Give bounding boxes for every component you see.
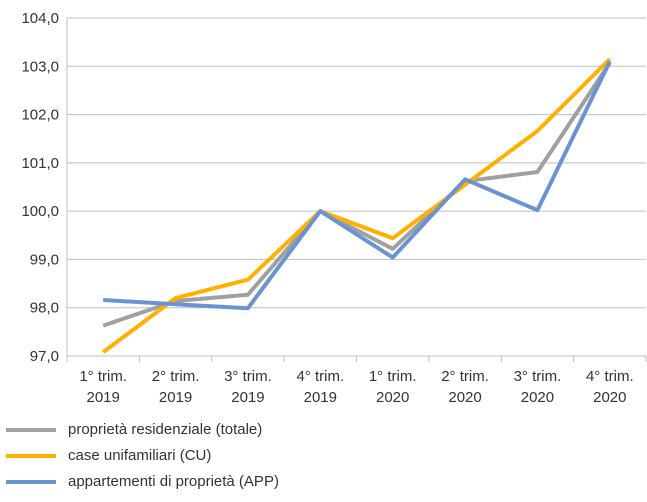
x-tick-label: 1° trim. 2019	[79, 368, 127, 406]
x-tick-label: 2° trim. 2019	[152, 368, 200, 406]
x-tick-label: 3° trim. 2020	[514, 368, 562, 406]
x-tick-label: 2° trim. 2020	[441, 368, 489, 406]
series-line-1	[102, 57, 612, 354]
x-tick-label: 4° trim. 2019	[296, 368, 344, 406]
legend-label: appartementi di proprietà (APP)	[68, 473, 279, 490]
y-axis: 97,0 98,0 99,0 100,0 101,0 102,0 103,0 104,0	[21, 10, 68, 365]
x-tick-label: 1° trim. 2020	[369, 368, 417, 406]
series-line-2	[103, 60, 612, 311]
series-line-0	[102, 61, 612, 328]
x-tick-label: 4° trim. 2020	[586, 368, 634, 406]
legend-swatch	[6, 428, 56, 432]
legend-swatch	[6, 480, 56, 484]
y-tick-label: 102,0	[21, 107, 59, 124]
legend-label: case unifamiliari (CU)	[68, 447, 212, 464]
y-tick-label: 103,0	[21, 58, 59, 75]
y-tick-label: 98,0	[30, 300, 59, 317]
line-chart: 97,0 98,0 99,0 100,0 101,0 102,0 103,0 104,0 1°…	[21, 10, 647, 406]
series-lines	[102, 57, 612, 354]
y-tick-label: 100,0	[21, 203, 59, 220]
y-tick-label: 97,0	[30, 348, 59, 365]
y-tick-label: 101,0	[21, 155, 59, 172]
legend-label: proprietà residenziale (totale)	[68, 421, 263, 438]
y-tick-label: 104,0	[21, 10, 59, 27]
x-tick-label: 3° trim. 2019	[224, 368, 272, 406]
x-axis: 1° trim. 2019 2° trim. 2019 3° trim. 2019 4° t…	[66, 356, 647, 406]
grid-lines	[67, 17, 646, 357]
legend-swatch	[6, 454, 56, 458]
y-tick-label: 99,0	[30, 251, 59, 268]
